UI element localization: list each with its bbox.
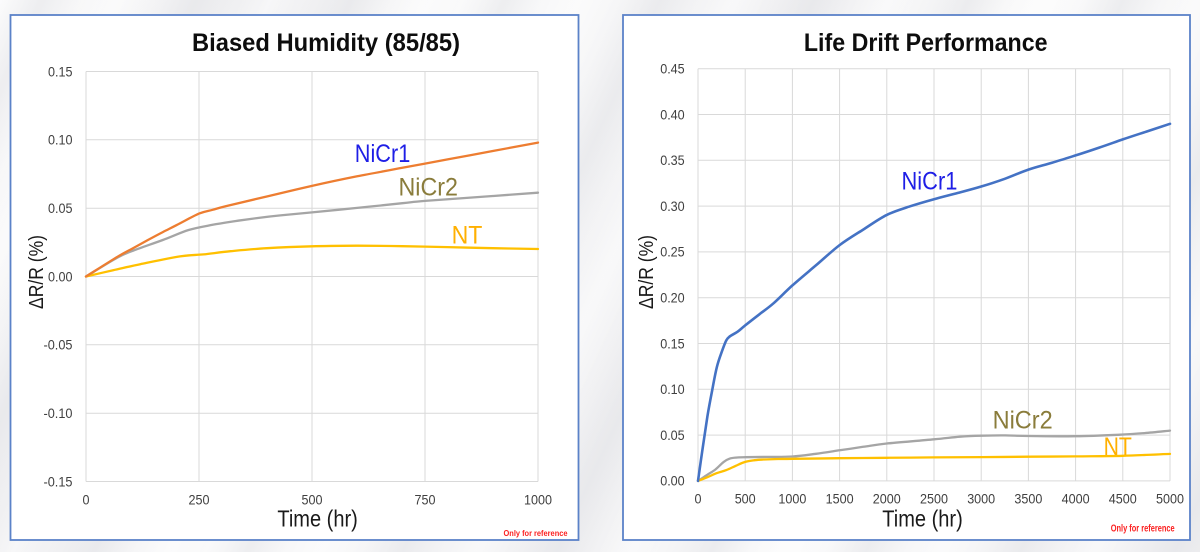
svg-text:500: 500 (735, 491, 756, 506)
svg-text:500: 500 (302, 492, 323, 507)
svg-text:0: 0 (83, 492, 90, 507)
svg-text:750: 750 (415, 492, 436, 507)
svg-text:NiCr2: NiCr2 (399, 174, 459, 202)
svg-text:0.00: 0.00 (660, 474, 685, 489)
svg-text:-0.05: -0.05 (44, 338, 73, 353)
svg-text:0.05: 0.05 (48, 201, 73, 216)
svg-text:0.15: 0.15 (660, 336, 685, 351)
svg-text:Life Drift Performance: Life Drift Performance (804, 29, 1048, 57)
svg-text:ΔR/R (%): ΔR/R (%) (636, 235, 658, 309)
svg-text:0.35: 0.35 (660, 153, 685, 168)
svg-text:NiCr2: NiCr2 (993, 407, 1053, 435)
svg-text:0.45: 0.45 (660, 62, 685, 77)
svg-text:4500: 4500 (1109, 491, 1137, 506)
svg-text:0.40: 0.40 (660, 107, 685, 122)
svg-text:Time (hr): Time (hr) (882, 506, 963, 532)
svg-text:0.15: 0.15 (48, 64, 73, 79)
svg-text:0.25: 0.25 (660, 245, 685, 260)
svg-text:Only for reference: Only for reference (1111, 524, 1175, 535)
svg-text:0: 0 (695, 491, 702, 506)
svg-text:ΔR/R (%): ΔR/R (%) (26, 235, 48, 309)
svg-text:2000: 2000 (873, 491, 901, 506)
svg-text:5000: 5000 (1156, 491, 1184, 506)
svg-text:0.20: 0.20 (660, 291, 685, 306)
svg-text:1000: 1000 (524, 492, 552, 507)
svg-text:0.10: 0.10 (660, 382, 685, 397)
svg-text:-0.10: -0.10 (44, 406, 73, 421)
svg-text:250: 250 (189, 492, 210, 507)
svg-text:Biased Humidity (85/85): Biased Humidity (85/85) (192, 29, 460, 57)
svg-text:2500: 2500 (920, 491, 948, 506)
svg-text:NT: NT (1104, 433, 1132, 461)
svg-text:0.10: 0.10 (48, 133, 73, 148)
svg-text:-0.15: -0.15 (44, 474, 73, 489)
svg-text:0.00: 0.00 (48, 269, 73, 284)
svg-text:Time (hr): Time (hr) (277, 506, 358, 532)
svg-text:NiCr1: NiCr1 (902, 168, 958, 196)
svg-text:3500: 3500 (1014, 491, 1042, 506)
svg-text:NT: NT (452, 222, 483, 250)
svg-text:0.30: 0.30 (660, 199, 685, 214)
svg-text:3000: 3000 (967, 491, 995, 506)
svg-text:NiCr1: NiCr1 (355, 140, 411, 168)
svg-text:Only for reference: Only for reference (504, 528, 568, 538)
svg-text:4000: 4000 (1062, 491, 1090, 506)
svg-text:0.05: 0.05 (660, 428, 685, 443)
svg-text:1500: 1500 (826, 491, 854, 506)
svg-text:1000: 1000 (778, 491, 806, 506)
